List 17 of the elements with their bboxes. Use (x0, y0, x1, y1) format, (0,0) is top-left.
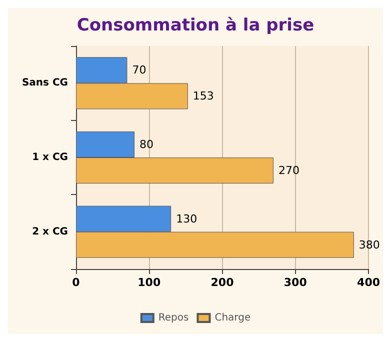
data-label: 153 (192, 90, 214, 103)
data-label: 70 (132, 64, 146, 77)
x-tick-label: 0 (72, 276, 80, 289)
x-tick-label: 100 (138, 276, 161, 289)
y-tick-label: 1 x CG (32, 152, 68, 163)
legend-label: Charge (214, 312, 251, 324)
x-tick-label: 300 (284, 276, 308, 289)
y-tick-label: Sans CG (22, 78, 68, 89)
x-tick-label: 400 (357, 276, 380, 289)
data-label: 130 (176, 212, 198, 226)
legend-label: Repos (158, 312, 189, 324)
x-tick-label: 200 (210, 276, 234, 289)
data-label: 380 (358, 238, 380, 252)
y-tick-label: 2 x CG (32, 226, 68, 238)
chart-title: Consommation à la prise (76, 16, 314, 36)
data-label: 270 (278, 164, 300, 178)
data-label: 80 (140, 138, 154, 151)
